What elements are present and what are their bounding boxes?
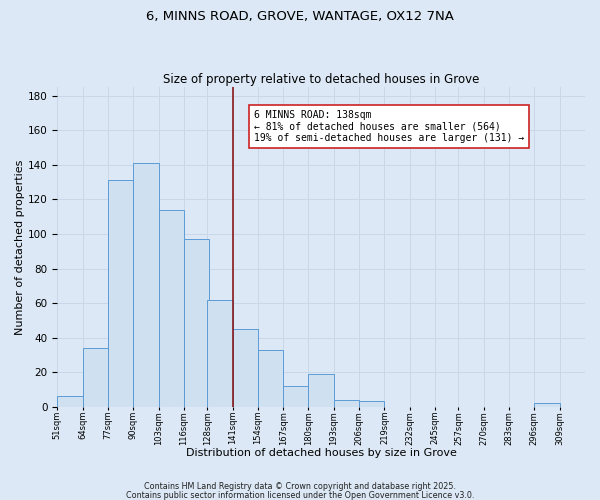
Bar [207,300,233,406]
Bar [108,180,133,406]
Bar [535,403,560,406]
Title: Size of property relative to detached houses in Grove: Size of property relative to detached ho… [163,73,479,86]
Text: 6 MINNS ROAD: 138sqm
← 81% of detached houses are smaller (564)
19% of semi-deta: 6 MINNS ROAD: 138sqm ← 81% of detached h… [254,110,524,143]
Bar [184,239,209,406]
Bar [133,163,158,406]
Bar [334,400,359,406]
Bar [57,396,83,406]
Bar [283,386,308,406]
Text: 6, MINNS ROAD, GROVE, WANTAGE, OX12 7NA: 6, MINNS ROAD, GROVE, WANTAGE, OX12 7NA [146,10,454,23]
X-axis label: Distribution of detached houses by size in Grove: Distribution of detached houses by size … [185,448,457,458]
Bar [233,329,258,406]
Bar [83,348,108,406]
Bar [258,350,283,406]
Bar [158,210,184,406]
Text: Contains public sector information licensed under the Open Government Licence v3: Contains public sector information licen… [126,490,474,500]
Y-axis label: Number of detached properties: Number of detached properties [15,159,25,334]
Bar [308,374,334,406]
Bar [359,402,385,406]
Text: Contains HM Land Registry data © Crown copyright and database right 2025.: Contains HM Land Registry data © Crown c… [144,482,456,491]
